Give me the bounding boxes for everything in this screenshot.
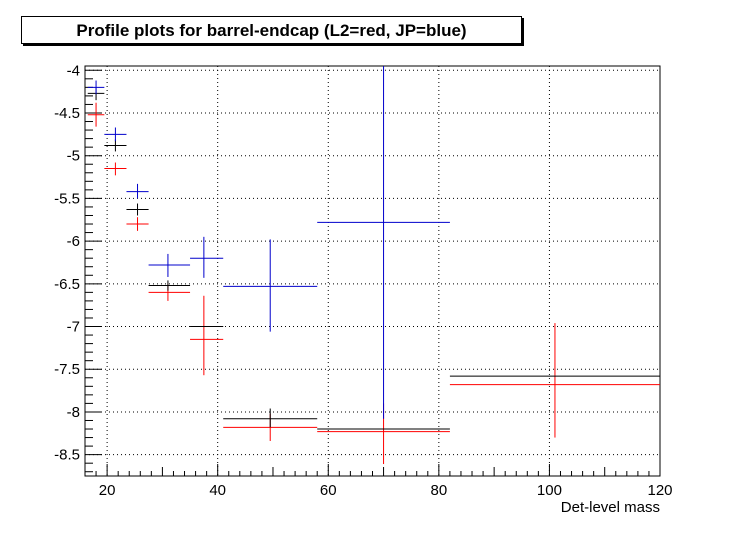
y-tick-label: -5 <box>67 148 80 165</box>
x-tick-label: 60 <box>320 482 337 499</box>
data-point <box>126 203 149 216</box>
grid <box>85 66 660 476</box>
series-group <box>87 87 660 430</box>
x-tick-label: 100 <box>537 482 562 499</box>
data-point <box>148 280 191 291</box>
tick-labels: 20 40 60 80 100 120 -4 -4.5 -5 -5.5 -6 -6.5 -7 -7.5 -8… <box>54 62 672 499</box>
data-point <box>148 253 191 277</box>
y-tick-label: -5.5 <box>54 190 80 207</box>
axis-ticks <box>85 69 661 476</box>
y-tick-label: -6.5 <box>54 276 80 293</box>
x-tick-label: 80 <box>431 482 448 499</box>
data-point <box>126 217 149 231</box>
data-point <box>87 80 105 95</box>
data-point <box>104 139 127 152</box>
y-tick-label: -4.5 <box>54 105 80 122</box>
x-tick-label: 20 <box>99 482 116 499</box>
data-point <box>104 162 127 176</box>
y-tick-label: -7.5 <box>54 361 80 378</box>
data-point <box>190 295 224 376</box>
data-point <box>190 236 224 278</box>
data-point <box>223 239 318 332</box>
data-point <box>449 323 660 438</box>
y-tick-label: -7 <box>67 319 80 336</box>
x-tick-label: 120 <box>647 482 672 499</box>
x-axis-label: Det-level mass <box>561 499 660 516</box>
y-tick-label: -6 <box>67 233 80 250</box>
plot-frame <box>84 65 661 477</box>
chart-title-box: Profile plots for barrel-endcap (L2=red,… <box>21 16 522 44</box>
data-point <box>223 408 318 428</box>
data-point <box>87 102 105 127</box>
data-point <box>104 127 127 142</box>
y-tick-label: -8 <box>67 404 80 421</box>
data-series <box>87 66 660 465</box>
chart-title: Profile plots for barrel-endcap (L2=red,… <box>76 21 467 40</box>
series-group <box>87 66 450 419</box>
series-group <box>87 102 660 465</box>
y-tick-label: -4 <box>67 62 80 79</box>
data-point <box>148 283 191 301</box>
data-point <box>126 183 149 199</box>
x-tick-label: 40 <box>209 482 226 499</box>
y-tick-label: -8.5 <box>54 447 80 464</box>
data-point <box>317 66 450 419</box>
